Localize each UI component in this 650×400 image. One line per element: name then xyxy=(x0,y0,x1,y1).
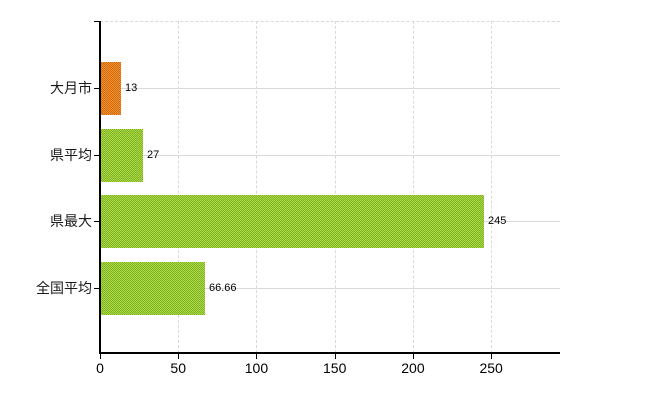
chart-bar xyxy=(101,261,205,315)
y-axis-tick xyxy=(94,288,100,289)
vertical-gridline xyxy=(334,21,336,353)
plot-top-border xyxy=(100,21,560,22)
category-label: 大月市 xyxy=(50,80,92,96)
x-axis-tick-label: 250 xyxy=(479,360,503,376)
x-axis-tick-label: 150 xyxy=(323,360,347,376)
x-axis-tick-label: 100 xyxy=(244,360,269,376)
category-label: 県最大 xyxy=(50,213,92,229)
x-axis-tick xyxy=(491,354,493,359)
y-axis-tick xyxy=(94,88,100,89)
chart-bar xyxy=(101,194,484,248)
vertical-gridline xyxy=(412,21,414,353)
vertical-gridline xyxy=(256,21,258,353)
y-axis-tick xyxy=(94,221,100,222)
x-axis-tick-label: 200 xyxy=(401,360,425,376)
category-label: 全国平均 xyxy=(36,280,92,296)
horizontal-gridline xyxy=(100,88,560,89)
y-axis-tick xyxy=(94,21,100,22)
x-axis-tick-label: 50 xyxy=(170,360,187,376)
vertical-gridline xyxy=(491,21,493,353)
x-axis-tick xyxy=(412,354,414,359)
x-axis-line xyxy=(99,352,560,354)
y-axis-line xyxy=(99,21,101,354)
bar-value-label: 66.66 xyxy=(209,282,237,294)
horizontal-gridline xyxy=(100,155,560,156)
x-axis-tick xyxy=(178,354,180,359)
bar-value-label: 245 xyxy=(488,215,507,227)
bar-value-label: 13 xyxy=(125,82,138,94)
x-axis-tick xyxy=(256,354,258,359)
horizontal-gridline xyxy=(100,288,560,289)
x-axis-tick xyxy=(100,354,101,359)
x-axis-tick xyxy=(334,354,336,359)
bar-value-label: 27 xyxy=(147,149,160,161)
y-axis-tick xyxy=(94,155,100,156)
x-axis-tick-label: 0 xyxy=(96,360,104,376)
chart-bar xyxy=(101,61,121,115)
vertical-gridline xyxy=(178,21,180,353)
chart-bar xyxy=(101,128,143,182)
category-label: 県平均 xyxy=(50,147,92,163)
